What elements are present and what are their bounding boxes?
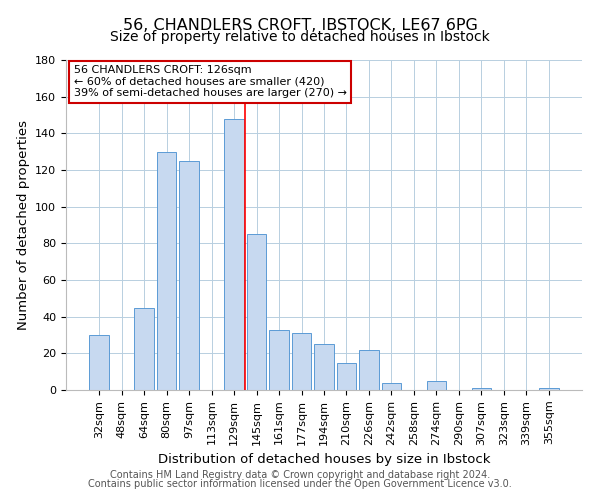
Bar [382, 382, 401, 390]
Bar [89, 335, 109, 390]
Bar [472, 388, 491, 390]
Bar [179, 161, 199, 390]
Y-axis label: Number of detached properties: Number of detached properties [17, 120, 29, 330]
Text: Contains public sector information licensed under the Open Government Licence v3: Contains public sector information licen… [88, 479, 512, 489]
X-axis label: Distribution of detached houses by size in Ibstock: Distribution of detached houses by size … [158, 453, 490, 466]
Bar [134, 308, 154, 390]
Bar [337, 362, 356, 390]
Bar [359, 350, 379, 390]
Text: Size of property relative to detached houses in Ibstock: Size of property relative to detached ho… [110, 30, 490, 44]
Text: 56, CHANDLERS CROFT, IBSTOCK, LE67 6PG: 56, CHANDLERS CROFT, IBSTOCK, LE67 6PG [122, 18, 478, 32]
Text: Contains HM Land Registry data © Crown copyright and database right 2024.: Contains HM Land Registry data © Crown c… [110, 470, 490, 480]
Bar [539, 388, 559, 390]
Bar [157, 152, 176, 390]
Text: 56 CHANDLERS CROFT: 126sqm
← 60% of detached houses are smaller (420)
39% of sem: 56 CHANDLERS CROFT: 126sqm ← 60% of deta… [74, 65, 347, 98]
Bar [269, 330, 289, 390]
Bar [427, 381, 446, 390]
Bar [292, 333, 311, 390]
Bar [224, 118, 244, 390]
Bar [314, 344, 334, 390]
Bar [247, 234, 266, 390]
